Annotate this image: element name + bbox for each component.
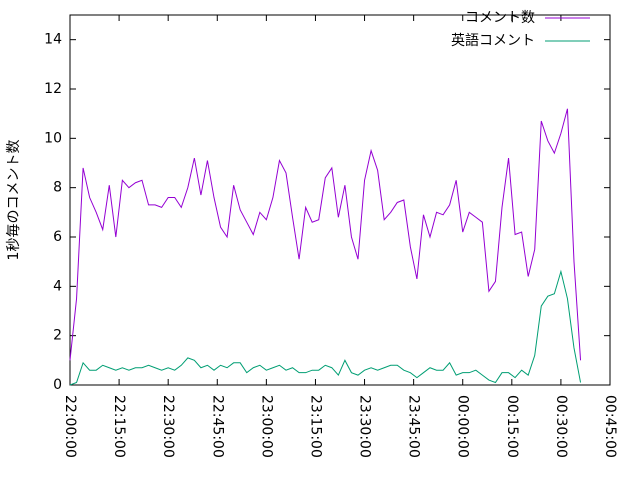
x-tick-label: 22:15:00 — [111, 395, 127, 458]
legend-label: コメント数 — [465, 10, 535, 26]
x-tick-label: 23:00:00 — [258, 395, 274, 458]
x-tick-label: 22:45:00 — [209, 395, 225, 458]
y-tick-label: 6 — [53, 229, 62, 245]
y-tick-label: 0 — [53, 377, 62, 393]
y-tick-label: 14 — [44, 32, 62, 48]
x-tick-label: 23:45:00 — [406, 395, 422, 458]
legend-label: 英語コメント — [451, 32, 535, 49]
x-tick-label: 22:30:00 — [160, 395, 176, 458]
x-tick-label: 00:00:00 — [455, 395, 471, 458]
x-tick-label: 00:30:00 — [553, 395, 569, 458]
x-tick-label: 00:45:00 — [602, 395, 618, 458]
plot-frame — [69, 14, 611, 386]
y-tick-label: 8 — [53, 180, 62, 196]
data-line — [69, 269, 582, 386]
y-tick-label: 2 — [53, 328, 62, 344]
data-line — [69, 108, 582, 361]
y-tick-label: 12 — [44, 81, 62, 97]
x-tick-label: 23:30:00 — [357, 395, 373, 458]
x-tick-label: 23:15:00 — [307, 395, 323, 458]
y-tick-label: 4 — [53, 278, 62, 294]
y-tick-label: 10 — [44, 130, 62, 146]
x-tick-label: 00:15:00 — [504, 395, 520, 458]
y-axis-label: 1秒毎のコメント数 — [6, 140, 22, 261]
x-tick-label: 22:00:00 — [62, 395, 78, 458]
